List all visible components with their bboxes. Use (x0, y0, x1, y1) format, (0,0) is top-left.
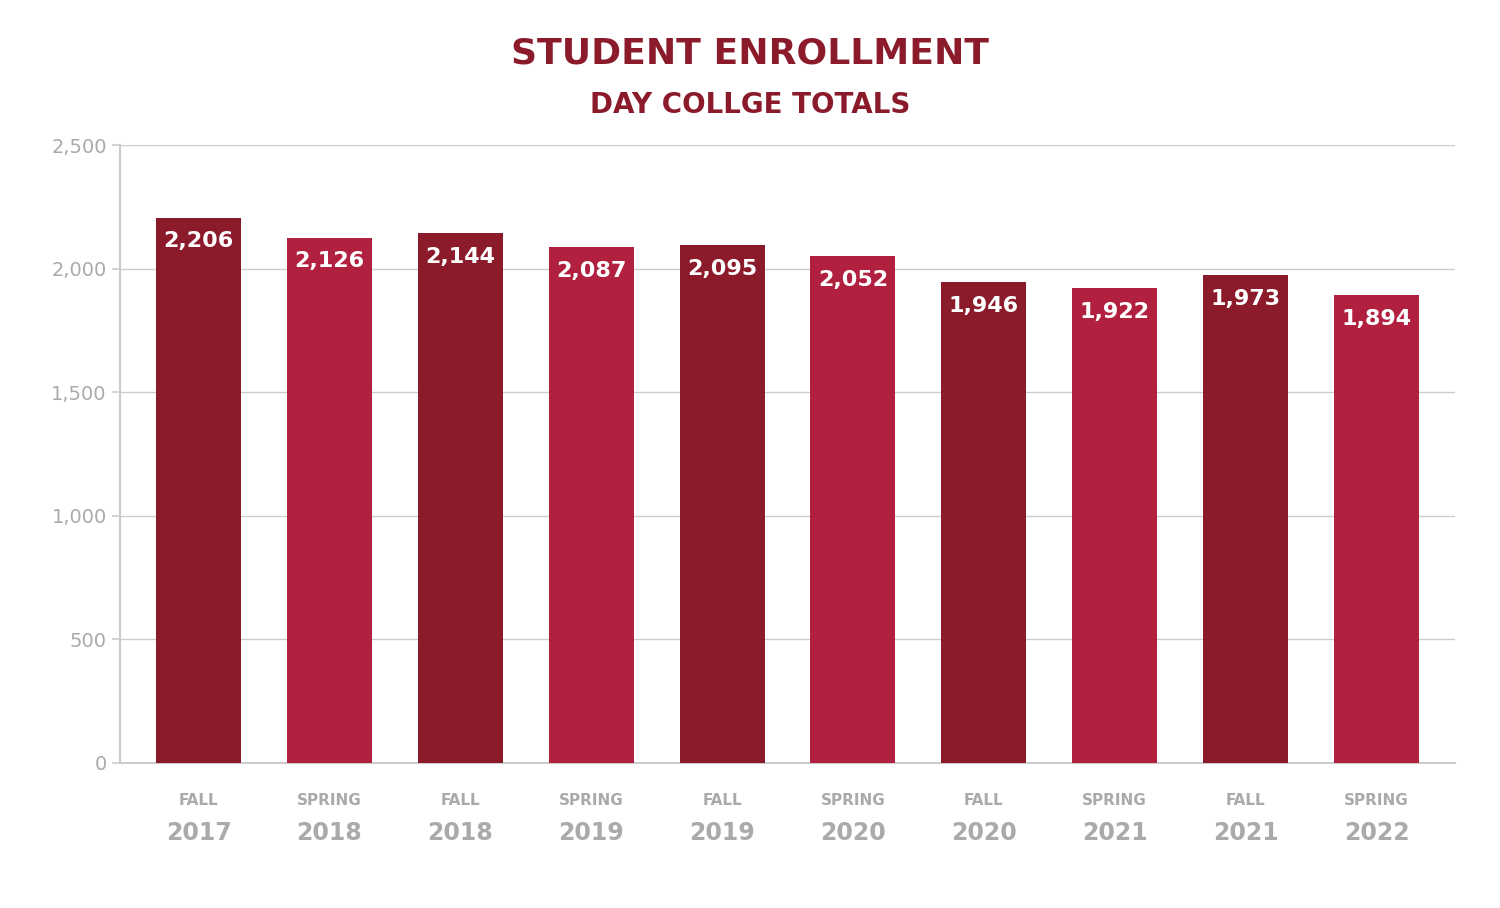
Bar (1072, 288, 1156, 763)
Text: 2020: 2020 (951, 821, 1017, 845)
Text: DAY COLLGE TOTALS: DAY COLLGE TOTALS (590, 91, 910, 119)
Bar (810, 256, 895, 763)
Bar (286, 238, 372, 763)
Bar (680, 245, 765, 763)
Bar (549, 247, 633, 763)
Bar (1203, 275, 1288, 763)
Text: 2018: 2018 (427, 821, 494, 845)
Text: SPRING: SPRING (1344, 794, 1408, 808)
Text: 2022: 2022 (1344, 821, 1410, 845)
Text: 1,894: 1,894 (1341, 309, 1412, 329)
Text: SPRING: SPRING (560, 794, 624, 808)
Text: FALL: FALL (702, 794, 742, 808)
Text: FALL: FALL (441, 794, 480, 808)
Text: 2,052: 2,052 (818, 270, 888, 290)
Text: 1,922: 1,922 (1080, 301, 1149, 321)
Text: FALL: FALL (964, 794, 1004, 808)
Text: 1,946: 1,946 (950, 296, 1018, 316)
Text: FALL: FALL (1226, 794, 1266, 808)
Text: 2,095: 2,095 (687, 259, 758, 279)
Text: 2021: 2021 (1214, 821, 1278, 845)
Text: 2018: 2018 (297, 821, 363, 845)
Text: FALL: FALL (178, 794, 219, 808)
Text: 2,144: 2,144 (426, 247, 495, 267)
Bar (942, 282, 1026, 763)
Text: 2020: 2020 (821, 821, 886, 845)
Text: STUDENT ENROLLMENT: STUDENT ENROLLMENT (512, 36, 988, 70)
Text: 2019: 2019 (558, 821, 624, 845)
Text: 1,973: 1,973 (1210, 289, 1281, 309)
Bar (1334, 295, 1419, 763)
Bar (419, 233, 503, 763)
Text: SPRING: SPRING (297, 794, 362, 808)
Text: SPRING: SPRING (1083, 794, 1148, 808)
Text: 2,126: 2,126 (294, 252, 364, 271)
Text: 2017: 2017 (165, 821, 231, 845)
Text: 2019: 2019 (688, 821, 754, 845)
Text: 2,206: 2,206 (164, 232, 234, 252)
Bar (156, 218, 242, 763)
Text: SPRING: SPRING (821, 794, 885, 808)
Text: 2,087: 2,087 (556, 261, 627, 281)
Text: 2021: 2021 (1082, 821, 1148, 845)
